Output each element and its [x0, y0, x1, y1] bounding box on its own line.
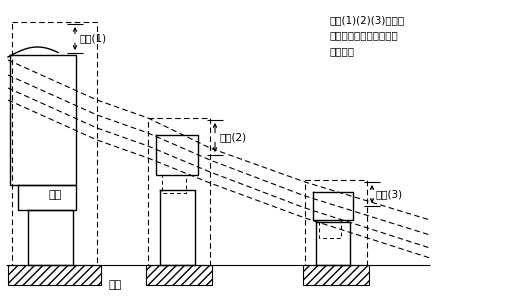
Bar: [303, 265, 369, 285]
Text: 高さ(3): 高さ(3): [376, 189, 403, 199]
Bar: [8, 265, 101, 285]
Bar: [146, 265, 212, 285]
Text: 立面: 立面: [48, 190, 61, 200]
Text: 高さ(2): 高さ(2): [219, 133, 246, 142]
Text: 平面: 平面: [108, 280, 121, 290]
Text: 高さ(1): 高さ(1): [79, 33, 106, 44]
Text: 高さ(1)(2)(3)のうち
最大値をもって「高さ」
とする。: 高さ(1)(2)(3)のうち 最大値をもって「高さ」 とする。: [330, 15, 405, 56]
